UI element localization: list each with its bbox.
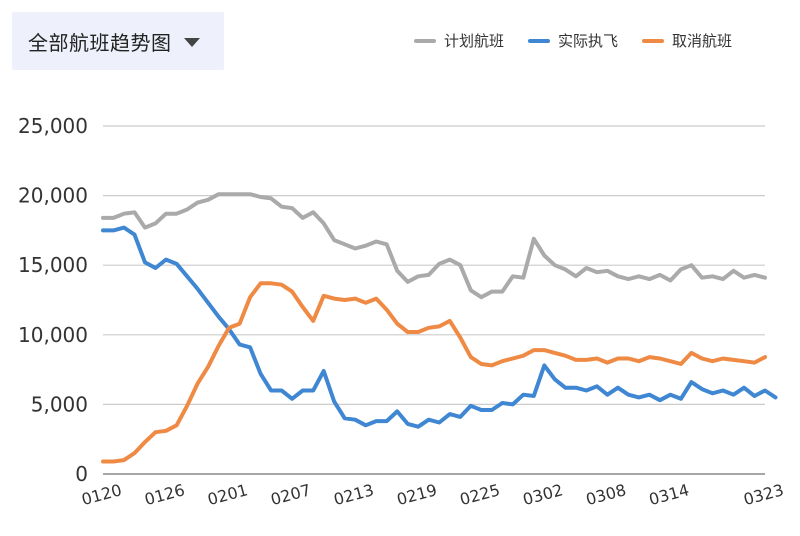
x-tick-label: 0323 [741,480,785,509]
series-line-cancelled [101,281,767,464]
legend-label-planned: 计划航班 [444,32,505,50]
y-tick-label: 0 [75,462,88,486]
chart-selector-dropdown[interactable]: 全部航班趋势图 [12,12,224,70]
x-tick-label: 0126 [142,480,186,509]
legend-item-planned[interactable]: 计划航班 [414,30,504,51]
series-line-actual [101,225,778,429]
y-tick-label: 10,000 [18,323,88,347]
y-tick-label: 15,000 [18,253,88,277]
legend-swatch-cancelled [642,38,665,43]
x-tick-label: 0225 [458,480,502,509]
x-tick-label: 0219 [395,480,439,509]
series-line-planned [101,192,767,300]
chevron-down-icon[interactable] [183,37,200,47]
chart-selector-label: 全部航班趋势图 [28,30,172,55]
legend-swatch-planned [414,38,436,43]
chart-legend: 计划航班 实际执飞 取消航班 [414,30,756,51]
legend-label-actual: 实际执飞 [558,32,619,50]
y-tick-label: 20,000 [18,184,88,208]
legend-label-cancelled: 取消航班 [672,32,733,50]
x-tick-label: 0314 [647,480,691,509]
y-tick-label: 25,000 [18,114,88,138]
x-tick-label: 0308 [584,480,628,509]
legend-item-cancelled[interactable]: 取消航班 [642,30,732,51]
x-tick-label: 0201 [206,480,250,509]
x-tick-label: 0302 [521,480,565,509]
y-tick-label: 5,000 [31,392,88,416]
legend-swatch-actual [528,38,551,43]
x-tick-label: 0213 [332,480,376,509]
legend-item-actual[interactable]: 实际执飞 [528,30,618,51]
x-tick-label: 0207 [269,480,313,509]
